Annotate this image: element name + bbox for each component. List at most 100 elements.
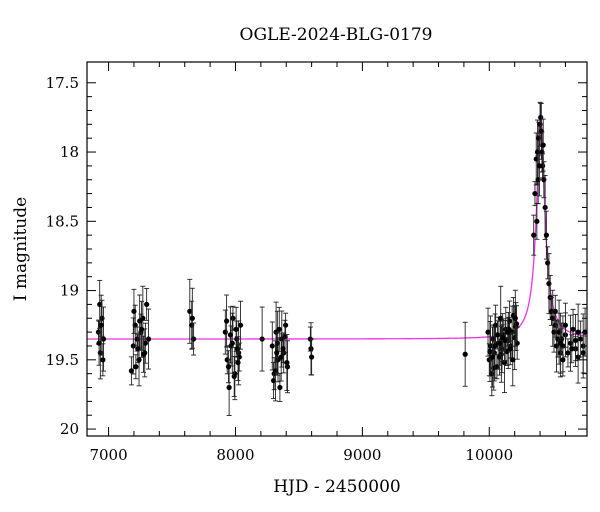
data-point bbox=[278, 332, 284, 382]
grid-layer: 7000 8000 9000 10000 17.5 18 18.5 19 19.5 20 bbox=[46, 62, 587, 464]
data-point bbox=[562, 302, 569, 348]
data-marker bbox=[567, 340, 574, 346]
data-marker bbox=[280, 346, 286, 352]
data-marker bbox=[541, 177, 547, 183]
data-marker bbox=[562, 322, 569, 328]
data-marker bbox=[542, 204, 548, 211]
data-point bbox=[284, 334, 290, 392]
y-tick-label: 17.5 bbox=[46, 74, 79, 92]
data-marker bbox=[274, 340, 280, 346]
data-marker bbox=[237, 322, 244, 328]
data-point bbox=[486, 343, 492, 377]
data-point bbox=[489, 326, 496, 388]
data-marker bbox=[190, 336, 197, 342]
data-point bbox=[487, 321, 493, 382]
data-marker bbox=[137, 318, 143, 324]
data-marker bbox=[95, 329, 102, 335]
data-marker bbox=[277, 384, 283, 391]
data-point bbox=[189, 287, 195, 349]
data-point bbox=[259, 306, 265, 372]
data-marker bbox=[513, 321, 520, 327]
y-tick-label: 19 bbox=[60, 282, 79, 300]
data-point bbox=[140, 335, 147, 373]
data-marker bbox=[276, 326, 282, 332]
data-point bbox=[308, 322, 314, 376]
data-marker bbox=[134, 336, 140, 342]
data-marker bbox=[489, 354, 496, 360]
data-marker bbox=[580, 350, 586, 356]
data-marker bbox=[100, 357, 106, 363]
data-marker bbox=[491, 350, 497, 356]
data-marker bbox=[536, 135, 542, 141]
data-marker bbox=[537, 121, 543, 127]
data-point bbox=[560, 347, 566, 373]
data-marker bbox=[144, 301, 150, 308]
data-marker bbox=[498, 315, 504, 321]
data-point bbox=[133, 354, 139, 380]
data-marker bbox=[485, 329, 491, 335]
data-marker bbox=[142, 340, 148, 346]
data-point bbox=[145, 308, 152, 370]
data-point bbox=[540, 118, 546, 172]
y-tick-label: 19.5 bbox=[46, 351, 79, 369]
data-marker bbox=[284, 364, 291, 370]
data-marker bbox=[531, 232, 537, 238]
data-marker bbox=[546, 281, 552, 287]
data-marker bbox=[136, 357, 142, 363]
data-point bbox=[552, 294, 558, 328]
x-tick-label: 7000 bbox=[89, 446, 127, 464]
data-point bbox=[234, 336, 240, 362]
data-marker bbox=[230, 315, 236, 321]
data-marker bbox=[497, 340, 503, 346]
data-marker bbox=[535, 177, 541, 183]
data-marker bbox=[512, 315, 518, 321]
data-marker bbox=[569, 346, 575, 352]
data-marker bbox=[235, 359, 241, 366]
data-point bbox=[187, 278, 193, 344]
data-marker bbox=[283, 322, 289, 328]
x-tick-label: 9000 bbox=[343, 446, 381, 464]
data-marker bbox=[494, 332, 501, 338]
data-marker bbox=[507, 346, 513, 352]
data-point bbox=[578, 320, 584, 358]
data-point bbox=[231, 355, 237, 397]
data-marker bbox=[505, 329, 511, 335]
data-point bbox=[510, 333, 516, 387]
data-marker bbox=[223, 318, 230, 324]
data-point bbox=[557, 312, 563, 374]
data-marker bbox=[551, 329, 557, 335]
data-point bbox=[309, 338, 315, 376]
data-marker bbox=[234, 336, 240, 342]
data-marker bbox=[532, 190, 538, 197]
data-marker bbox=[225, 364, 232, 370]
data-marker bbox=[491, 365, 497, 371]
x-tick-label: 10000 bbox=[465, 446, 513, 464]
data-marker bbox=[510, 357, 516, 363]
data-point bbox=[284, 340, 291, 394]
data-point bbox=[98, 294, 104, 356]
y-tick-label: 18 bbox=[60, 143, 79, 161]
data-point bbox=[269, 321, 275, 371]
data-marker bbox=[462, 351, 468, 357]
y-tick-label: 20 bbox=[60, 420, 79, 438]
data-point bbox=[100, 343, 106, 377]
data-marker bbox=[130, 343, 136, 349]
data-marker bbox=[552, 308, 558, 314]
data-marker bbox=[259, 336, 265, 342]
data-marker bbox=[560, 357, 566, 363]
data-marker bbox=[578, 336, 584, 342]
data-marker bbox=[128, 368, 135, 374]
data-marker bbox=[231, 373, 237, 380]
data-point bbox=[270, 362, 277, 400]
data-marker bbox=[506, 318, 513, 324]
data-point bbox=[512, 289, 518, 347]
data-point bbox=[277, 373, 283, 402]
data-point bbox=[497, 320, 503, 366]
data-point bbox=[500, 313, 506, 363]
data-marker bbox=[138, 326, 145, 332]
data-point bbox=[235, 344, 241, 382]
data-marker bbox=[278, 354, 284, 360]
data-marker bbox=[534, 218, 540, 224]
data-point bbox=[543, 210, 549, 260]
x-tick-label: 8000 bbox=[216, 446, 254, 464]
